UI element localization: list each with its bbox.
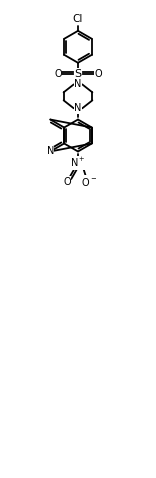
Text: O: O xyxy=(54,69,62,79)
Text: Cl: Cl xyxy=(73,14,83,24)
Text: O: O xyxy=(63,176,71,186)
Text: N: N xyxy=(74,103,82,113)
Text: N: N xyxy=(47,146,54,156)
Text: O: O xyxy=(94,69,102,79)
Text: O$^-$: O$^-$ xyxy=(81,175,97,187)
Text: N: N xyxy=(74,79,82,89)
Text: N$^+$: N$^+$ xyxy=(70,156,86,169)
Text: S: S xyxy=(74,69,82,79)
